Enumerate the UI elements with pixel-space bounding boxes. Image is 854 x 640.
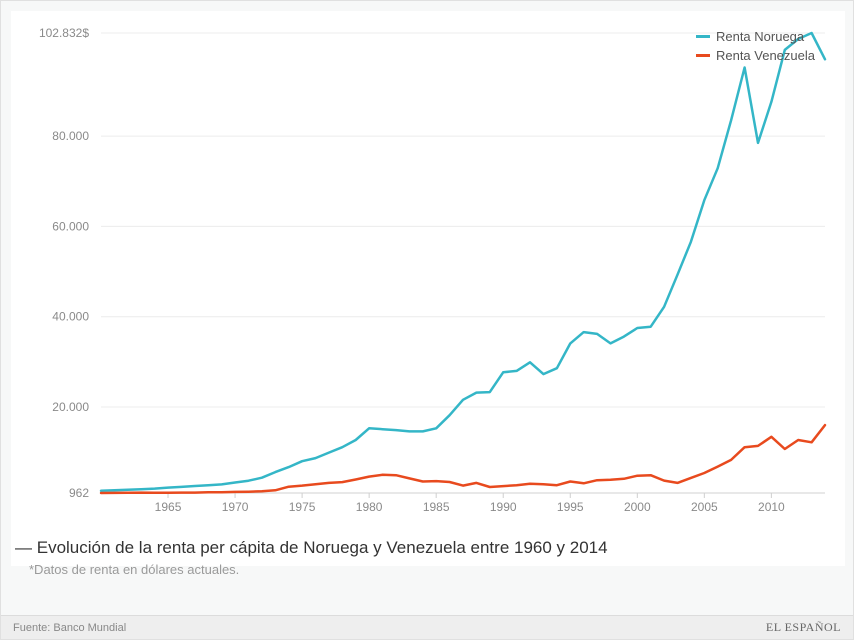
svg-text:40.000: 40.000 <box>52 310 89 324</box>
legend-label-venezuela: Renta Venezuela <box>716 48 815 63</box>
caption-title-text: Evolución de la renta per cápita de Noru… <box>37 538 608 557</box>
source-prefix: Fuente: <box>13 622 50 634</box>
figure-container: 962 20.000 40.000 60.000 80.000 102.832$ 1965 1… <box>0 0 854 640</box>
svg-text:1965: 1965 <box>155 500 182 514</box>
source-text: Fuente: Banco Mundial <box>13 622 126 634</box>
caption-note: *Datos de renta en dólares actuales. <box>29 562 841 577</box>
svg-text:60.000: 60.000 <box>52 219 89 233</box>
svg-text:80.000: 80.000 <box>52 129 89 143</box>
svg-text:1990: 1990 <box>490 500 517 514</box>
svg-text:1975: 1975 <box>289 500 316 514</box>
svg-text:102.832$: 102.832$ <box>39 26 89 40</box>
legend-item-norway: Renta Noruega <box>696 29 815 44</box>
svg-text:1995: 1995 <box>557 500 584 514</box>
svg-text:1980: 1980 <box>356 500 383 514</box>
svg-text:20.000: 20.000 <box>52 400 89 414</box>
svg-text:2005: 2005 <box>691 500 718 514</box>
legend-item-venezuela: Renta Venezuela <box>696 48 815 63</box>
chart-panel: 962 20.000 40.000 60.000 80.000 102.832$ 1965 1… <box>11 11 845 566</box>
source-name: Banco Mundial <box>53 622 126 634</box>
legend-label-norway: Renta Noruega <box>716 29 804 44</box>
legend-swatch-norway <box>696 35 710 38</box>
svg-text:2000: 2000 <box>624 500 651 514</box>
line-chart: 962 20.000 40.000 60.000 80.000 102.832$ 1965 1… <box>11 11 845 523</box>
svg-text:962: 962 <box>69 486 89 500</box>
brand-logo: EL ESPAÑOL <box>766 620 841 635</box>
legend: Renta Noruega Renta Venezuela <box>696 29 815 67</box>
caption-dash: — <box>15 538 32 557</box>
caption-title: — Evolución de la renta per cápita de No… <box>15 538 841 558</box>
svg-text:1970: 1970 <box>222 500 249 514</box>
svg-text:2010: 2010 <box>758 500 785 514</box>
footer-bar: Fuente: Banco Mundial EL ESPAÑOL <box>1 615 853 639</box>
caption-block: — Evolución de la renta per cápita de No… <box>11 528 845 577</box>
legend-swatch-venezuela <box>696 54 710 57</box>
svg-text:1985: 1985 <box>423 500 450 514</box>
